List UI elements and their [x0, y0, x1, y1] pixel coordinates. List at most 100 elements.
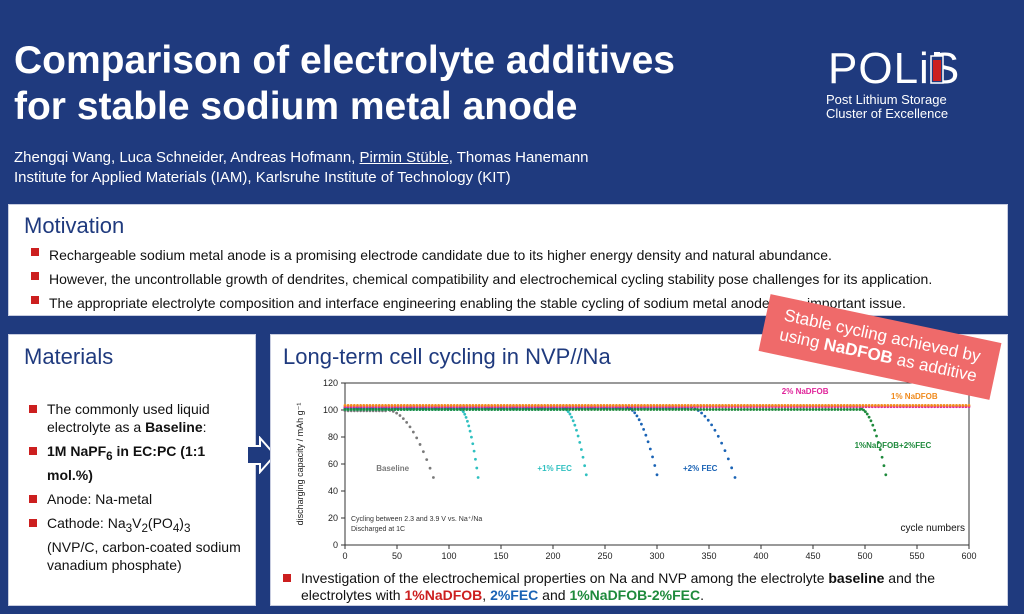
materials-panel: Materials The commonly used liquid elect…	[8, 334, 256, 606]
data-point	[702, 408, 706, 411]
data-point	[537, 404, 540, 407]
data-point	[571, 408, 575, 411]
data-point	[462, 410, 465, 414]
data-point	[862, 408, 865, 412]
data-point	[636, 404, 640, 407]
data-point	[693, 404, 696, 407]
data-point	[683, 404, 687, 407]
data-point	[674, 408, 678, 411]
data-point	[664, 404, 668, 407]
data-point	[761, 404, 765, 407]
data-point	[849, 404, 852, 407]
data-point	[599, 408, 603, 411]
data-point	[721, 408, 724, 411]
series-label: 1% NaDFOB	[891, 392, 938, 401]
data-point	[527, 404, 531, 407]
data-point	[883, 404, 887, 407]
data-point	[758, 404, 762, 407]
data-point	[643, 408, 646, 411]
data-point	[689, 408, 693, 411]
series-points	[343, 407, 888, 477]
data-point	[624, 404, 628, 407]
data-point	[402, 404, 406, 407]
data-point	[749, 408, 752, 411]
data-point	[808, 404, 812, 407]
data-point	[836, 408, 840, 411]
data-point	[884, 473, 888, 477]
series-label: +2% FEC	[683, 464, 718, 473]
data-point	[786, 408, 790, 411]
data-point	[746, 404, 749, 407]
data-point	[565, 404, 568, 407]
data-point	[649, 408, 653, 411]
data-point	[730, 408, 734, 411]
motivation-heading: Motivation	[24, 213, 125, 238]
data-point	[577, 404, 581, 407]
data-point	[484, 408, 487, 411]
data-point	[463, 412, 467, 416]
title-line-1: Comparison of electrolyte additives	[14, 39, 676, 82]
data-point	[895, 404, 899, 407]
data-point	[652, 408, 656, 411]
data-point	[878, 448, 882, 451]
data-point	[527, 408, 531, 411]
data-point	[930, 404, 933, 407]
data-point	[399, 408, 403, 411]
data-point	[449, 408, 453, 411]
data-point	[693, 408, 696, 411]
data-point	[817, 404, 821, 407]
x-tick-label: 400	[753, 551, 768, 561]
cathode-s3: 4	[172, 521, 180, 535]
data-point	[584, 473, 588, 477]
cycling-chart: 0 50 100 150 200 250 300 350 400 450 500 550 600 0 20 4…	[295, 378, 977, 561]
data-point	[730, 466, 734, 470]
data-point	[490, 404, 494, 407]
data-point	[362, 408, 366, 411]
data-point	[371, 408, 375, 411]
data-point	[630, 404, 634, 407]
data-point	[377, 408, 381, 411]
data-point	[465, 408, 469, 411]
data-point	[689, 404, 693, 407]
data-point	[586, 408, 590, 411]
data-point	[365, 404, 369, 407]
data-point	[468, 429, 472, 433]
data-point	[849, 408, 852, 411]
data-point	[508, 408, 512, 411]
data-point	[470, 435, 473, 439]
data-point	[653, 464, 657, 467]
logo-sub-line-1: Post Lithium Storage	[826, 92, 947, 107]
data-point	[446, 408, 450, 411]
data-point	[490, 408, 494, 411]
data-point	[652, 404, 656, 407]
electrolyte-a: 1M NaPF	[47, 443, 107, 459]
data-point	[668, 404, 671, 407]
data-point	[643, 404, 646, 407]
data-point	[827, 408, 830, 411]
right-arrow-icon	[246, 436, 276, 474]
data-point	[783, 404, 787, 407]
data-point	[646, 440, 650, 444]
data-point	[477, 404, 481, 407]
y-tick-label: 40	[328, 486, 338, 496]
data-point	[633, 411, 637, 415]
data-point	[571, 419, 575, 423]
data-point	[805, 404, 809, 407]
data-point	[655, 408, 659, 411]
data-point	[455, 408, 459, 411]
data-point	[710, 423, 713, 427]
data-point	[476, 476, 480, 479]
data-point	[368, 408, 372, 411]
data-point	[739, 404, 743, 407]
data-point	[533, 408, 537, 411]
data-point	[733, 476, 737, 479]
data-point	[939, 404, 943, 407]
data-point	[602, 404, 606, 407]
data-point	[646, 408, 650, 411]
data-point	[842, 404, 846, 407]
data-point	[646, 404, 650, 407]
data-point	[820, 408, 824, 411]
data-point	[558, 404, 562, 407]
data-point	[349, 408, 353, 411]
motivation-list: Rechargeable sodium metal anode is a pro…	[29, 243, 932, 315]
